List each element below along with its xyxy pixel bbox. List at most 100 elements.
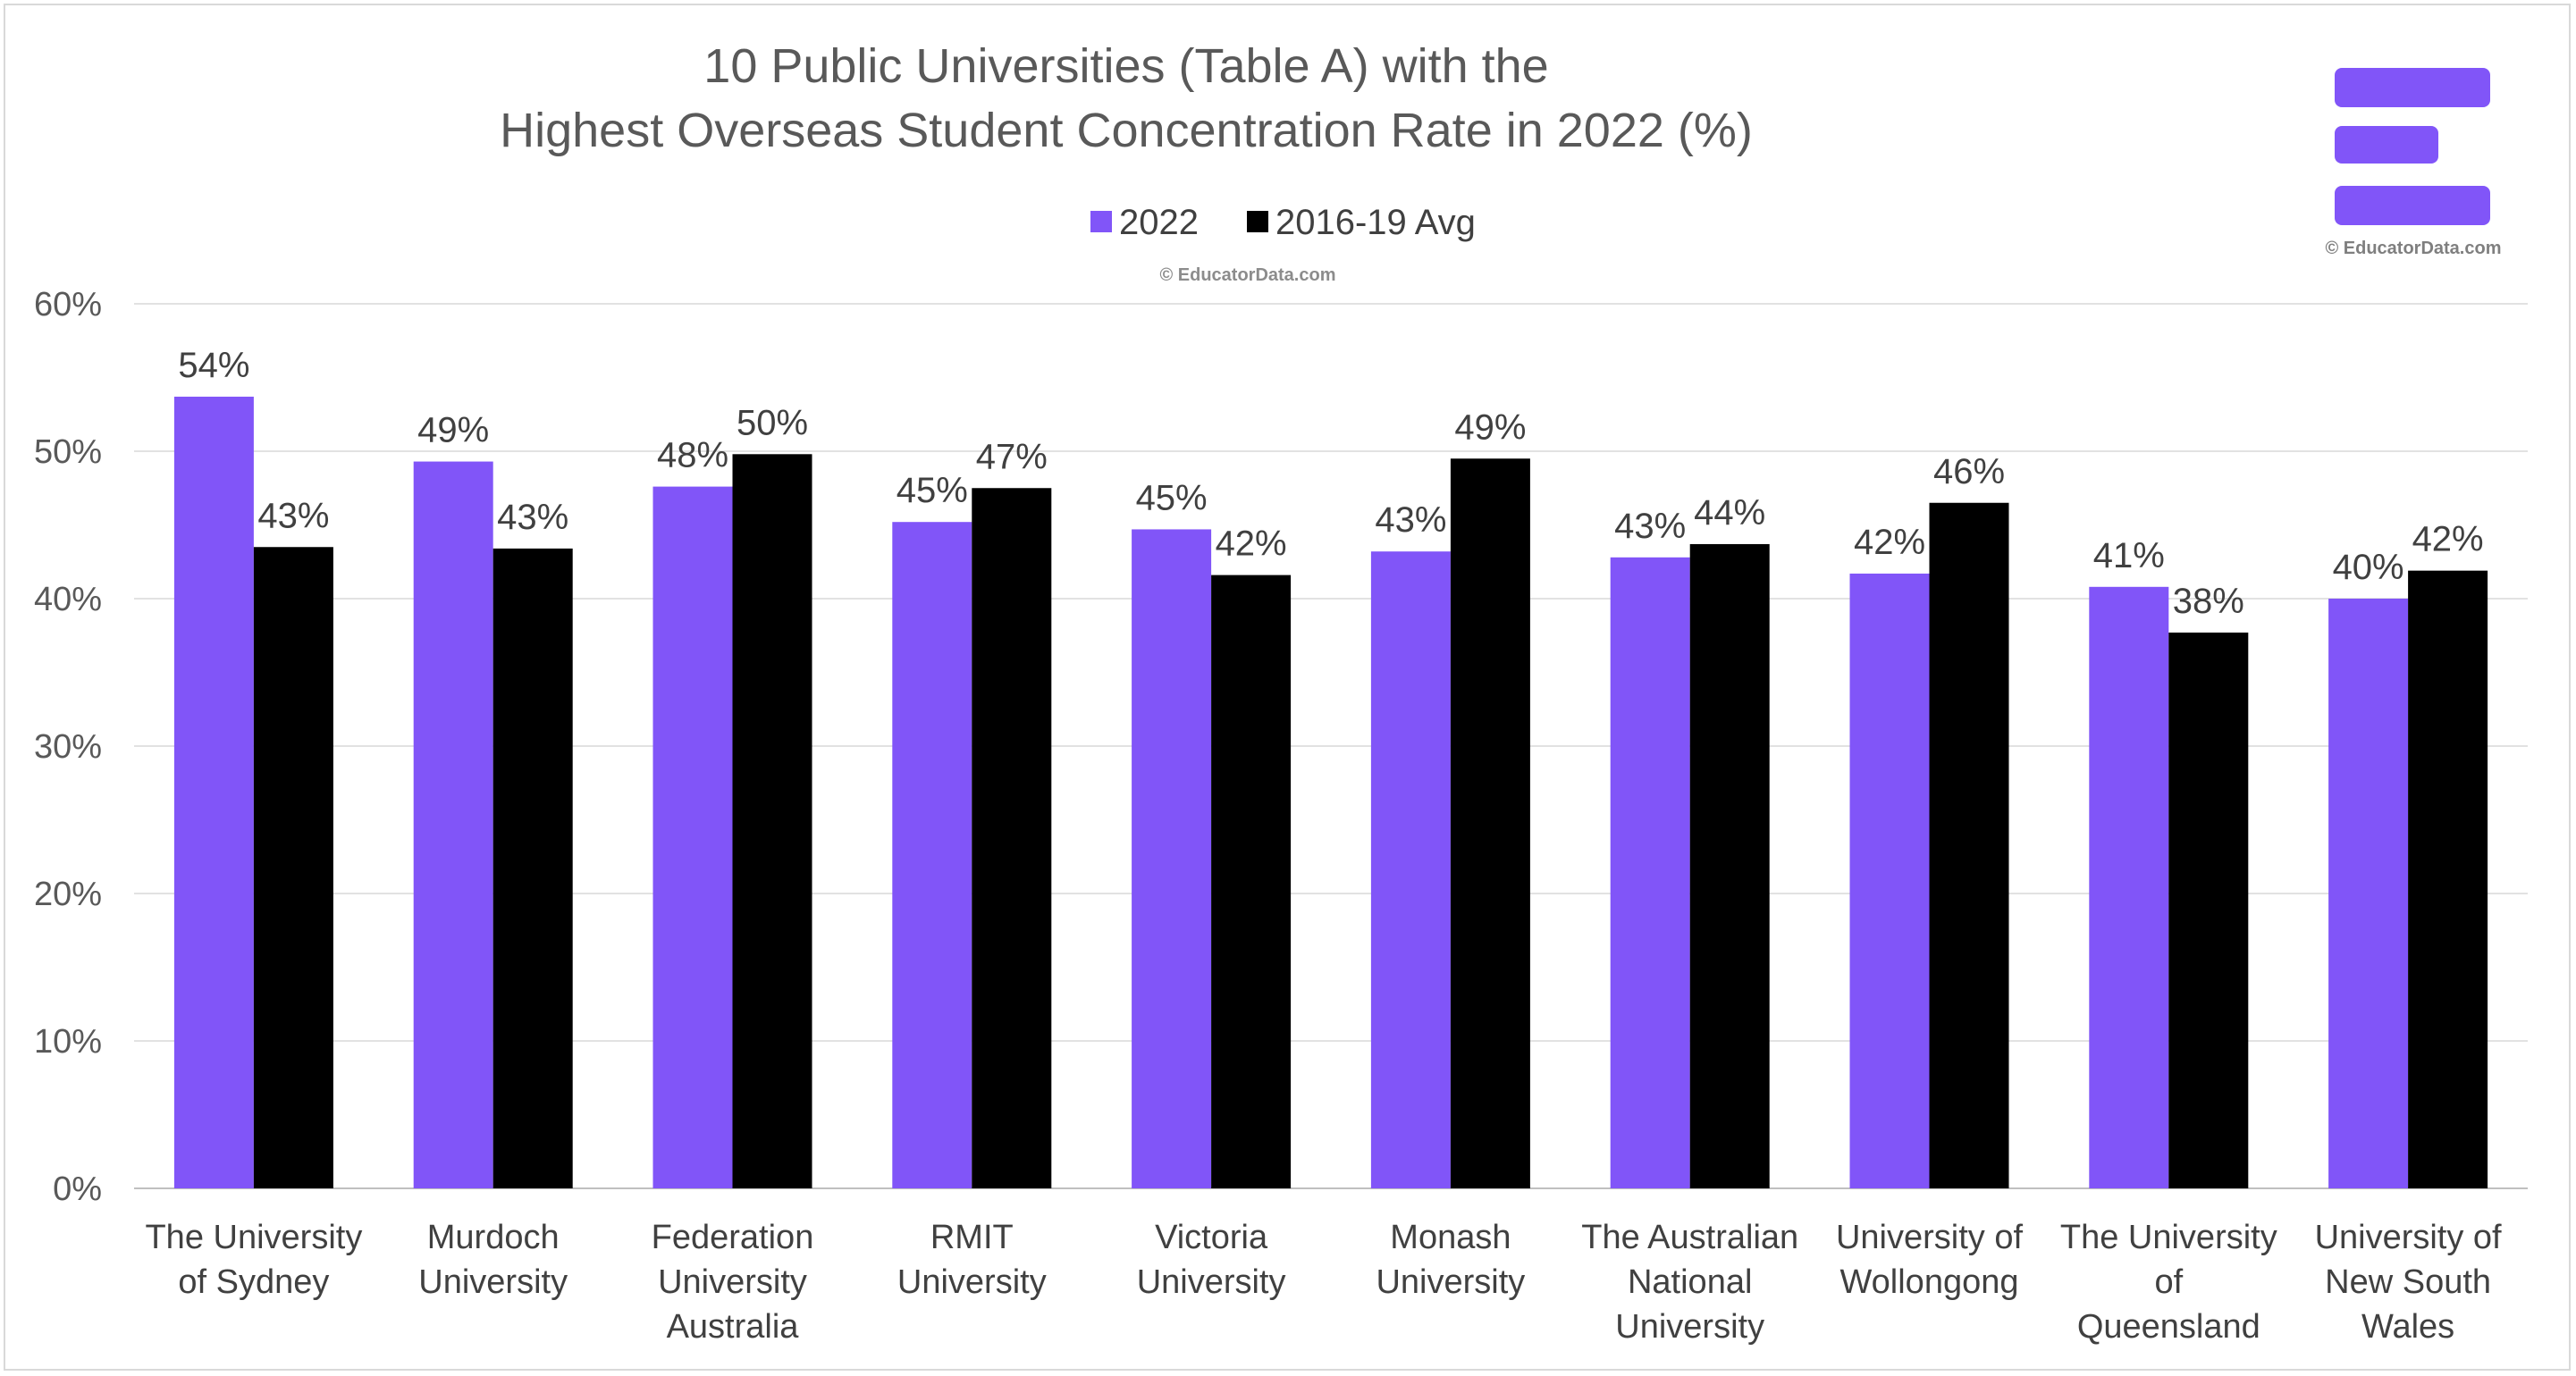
bar (2089, 586, 2169, 1188)
x-tick-label-line: Monash (1390, 1219, 1511, 1256)
data-labels: 54%43%49%43%48%50%45%47%45%42%43%49%43% 4… (178, 346, 2483, 621)
data-label: 45% (1136, 478, 1208, 517)
logo-bar-top (2335, 68, 2490, 107)
logo-caption: © EducatorData.com (2325, 239, 2501, 258)
x-tick-label-line: Queensland (2077, 1308, 2260, 1346)
x-tick-label: Monash University (1376, 1219, 1525, 1301)
data-label: 49% (1454, 407, 1526, 447)
x-tick-label: The University of Sydney (145, 1219, 362, 1301)
x-tick-label-line: The University (2060, 1219, 2277, 1256)
bar (413, 461, 493, 1188)
bar (1211, 575, 1292, 1188)
legend-swatch-2016-19-avg (1247, 211, 1268, 232)
x-tick-label: RMIT University (897, 1219, 1047, 1301)
legend-label-2022: 2022 (1119, 203, 1199, 242)
bar (1929, 502, 2009, 1188)
x-tick-label-line: University (658, 1263, 807, 1301)
bar (173, 396, 254, 1188)
x-tick-label: University of Wollongong (1836, 1219, 2023, 1301)
data-label: 54% (178, 346, 249, 385)
x-tick-label-line: University (897, 1263, 1047, 1301)
bar (1132, 529, 1212, 1188)
y-tick-label: 60% (34, 286, 102, 323)
x-axis-tick-labels: The University of Sydney Murdoch University… (145, 1219, 2502, 1346)
data-label: 44% (1694, 493, 1765, 533)
data-label: 46% (1933, 452, 2005, 491)
data-label: 45% (897, 471, 968, 510)
data-label: 48% (657, 436, 728, 475)
bar (2408, 570, 2488, 1188)
x-tick-label: University of New South Wales (2315, 1219, 2502, 1346)
bar (1849, 573, 1930, 1188)
x-tick-label-line: University (1137, 1263, 1286, 1301)
logo-bar-bottom (2335, 186, 2490, 225)
x-tick-label-line: University (1615, 1308, 1764, 1346)
x-tick-label-line: Australia (667, 1308, 800, 1346)
x-tick-label: The Australian National University (1581, 1219, 1798, 1346)
bars (173, 396, 2488, 1188)
legend: 2022 2016-19 Avg (1090, 203, 1476, 242)
x-tick-label-line: University (1376, 1263, 1525, 1301)
y-tick-label: 20% (34, 876, 102, 913)
x-tick-label: Victoria University (1137, 1219, 1286, 1301)
chart-title-line2: Highest Overseas Student Concentration R… (500, 104, 1753, 157)
x-tick-label-line: National (1628, 1263, 1752, 1301)
data-label: 41% (2093, 536, 2165, 575)
bar (652, 486, 733, 1188)
bar (253, 547, 333, 1188)
x-tick-label-line: University (418, 1263, 568, 1301)
y-tick-label: 10% (34, 1023, 102, 1061)
logo-bar-middle (2335, 126, 2438, 164)
bar (2168, 632, 2249, 1188)
bar (2328, 599, 2409, 1188)
data-label: 38% (2173, 582, 2244, 621)
educatordata-logo: © EducatorData.com (2325, 68, 2502, 258)
x-tick-label: Federation University Australia (652, 1219, 814, 1346)
data-label: 49% (417, 411, 489, 450)
x-tick-label-line: New South (2325, 1263, 2491, 1301)
x-tick-label-line: The Australian (1581, 1219, 1798, 1256)
data-label: 42% (1216, 524, 1287, 564)
x-tick-label-line: Victoria (1155, 1219, 1268, 1256)
x-tick-label-line: Wollongong (1839, 1263, 2018, 1301)
x-tick-label-line: University of (1836, 1219, 2023, 1256)
data-label: 43% (1614, 507, 1686, 546)
data-label: 43% (257, 496, 329, 535)
legend-label-2016-19-avg: 2016-19 Avg (1275, 203, 1476, 242)
y-tick-label: 40% (34, 581, 102, 618)
watermark-center: © EducatorData.com (1159, 265, 1335, 285)
x-tick-label-line: of (2154, 1263, 2183, 1301)
bar (972, 488, 1052, 1188)
y-tick-label: 30% (34, 728, 102, 766)
bar (1370, 551, 1451, 1188)
x-tick-label-line: of Sydney (178, 1263, 329, 1301)
chart-title-line1: 10 Public Universities (Table A) with th… (703, 39, 1548, 93)
data-label: 47% (976, 437, 1048, 476)
x-tick-label-line: Federation (652, 1219, 814, 1256)
bar (492, 548, 573, 1188)
data-label: 43% (497, 498, 568, 537)
x-tick-label-line: Murdoch (427, 1219, 560, 1256)
x-tick-label-line: The University (145, 1219, 362, 1256)
data-label: 50% (737, 403, 808, 442)
bar (732, 454, 812, 1188)
x-tick-label-line: Wales (2361, 1308, 2454, 1346)
bar (892, 522, 972, 1188)
bar (1450, 458, 1530, 1188)
data-label: 40% (2333, 548, 2404, 587)
data-label: 42% (2412, 520, 2484, 559)
y-axis-tick-labels: 0% 10% 20% 30% 40% 50% 60% (34, 286, 102, 1208)
bar (1689, 543, 1770, 1188)
y-tick-label: 0% (53, 1170, 102, 1208)
data-label: 42% (1854, 523, 1925, 562)
x-tick-label: The University of Queensland (2060, 1219, 2277, 1346)
x-tick-label-line: RMIT (930, 1219, 1014, 1256)
y-tick-label: 50% (34, 433, 102, 471)
x-tick-label-line: University of (2315, 1219, 2502, 1256)
data-label: 43% (1375, 500, 1446, 540)
x-tick-label: Murdoch University (418, 1219, 568, 1301)
chart-frame (4, 4, 2571, 1371)
bar (1610, 557, 1690, 1188)
